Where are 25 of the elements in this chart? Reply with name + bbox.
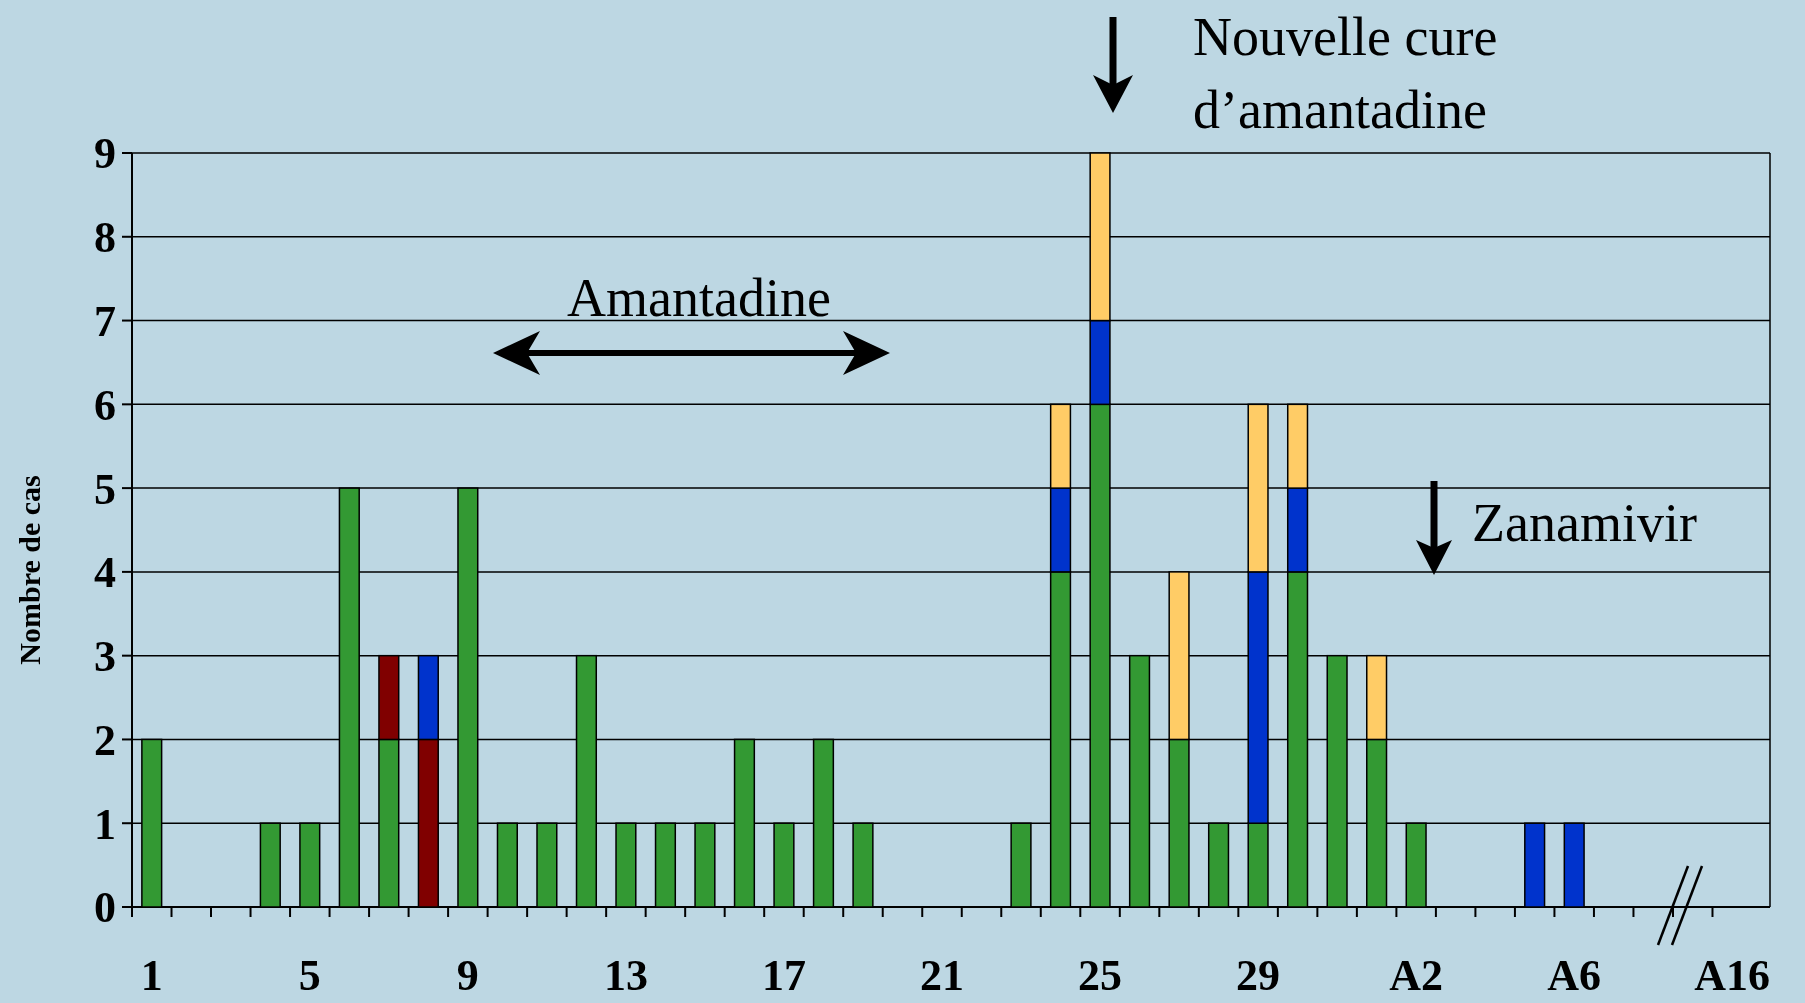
x-tick-label: 13 (603, 951, 648, 1000)
y-tick-label: 8 (94, 213, 116, 263)
x-tick-label: 9 (456, 951, 479, 1000)
y-tick-label: 4 (94, 548, 116, 598)
annotation: Zanamivir (1472, 493, 1697, 553)
y-tick-label: 5 (94, 464, 116, 514)
y-axis-title: Nombre de cas (13, 475, 46, 665)
x-tick-label: 17 (761, 951, 806, 1000)
text: Nouvelle cure d’amantadine (1193, 7, 1498, 140)
y-tick-label: 3 (94, 632, 116, 682)
annotation: Amantadine (567, 268, 831, 328)
x-tick-label: A16 (1694, 951, 1771, 1000)
x-tick-label: 29 (1236, 951, 1281, 1000)
y-tick-label: 2 (94, 715, 116, 765)
y-tick-label: 6 (94, 380, 116, 430)
y-tick-label: 9 (94, 129, 116, 179)
y-tick-label: 0 (94, 883, 116, 933)
x-tick-label: 5 (298, 951, 321, 1000)
x-tick-label: 25 (1078, 951, 1123, 1000)
x-tick-label: A2 (1389, 951, 1444, 1000)
y-tick-label: 7 (94, 296, 116, 346)
x-tick-label: A6 (1547, 951, 1602, 1000)
x-tick-label: 21 (920, 951, 964, 1000)
x-tick-label: 1 (140, 951, 163, 1000)
y-tick-label: 1 (94, 799, 116, 849)
